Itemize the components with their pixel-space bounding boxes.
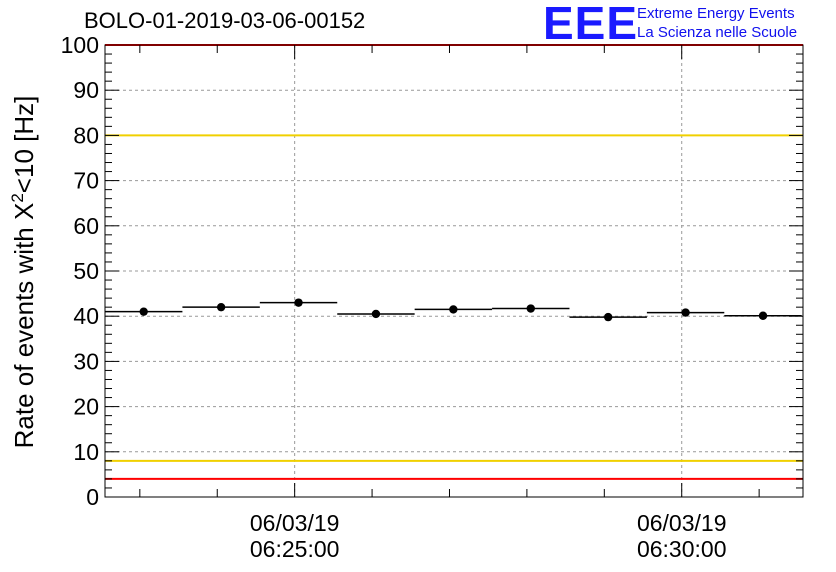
point-marker bbox=[216, 302, 226, 312]
y-tick-label: 90 bbox=[73, 77, 99, 103]
chart-title: BOLO-01-2019-03-06-00152 bbox=[84, 8, 366, 33]
point-marker bbox=[294, 298, 303, 307]
point-marker bbox=[758, 311, 768, 320]
data-point bbox=[259, 298, 338, 307]
grid bbox=[105, 45, 803, 497]
data-point bbox=[646, 308, 725, 317]
y-axis-label-suffix: <10 [Hz] bbox=[9, 96, 39, 194]
data-point bbox=[414, 305, 493, 314]
y-tick-label: 30 bbox=[73, 348, 99, 374]
x-tick-label-time: 06:25:00 bbox=[250, 536, 340, 562]
data-points bbox=[105, 298, 802, 322]
y-tick-label: 0 bbox=[86, 484, 99, 510]
x-tick-label-date: 06/03/19 bbox=[637, 510, 727, 536]
y-tick-label: 20 bbox=[73, 394, 99, 420]
y-tick-label: 60 bbox=[73, 213, 99, 239]
x-tick-label-date: 06/03/19 bbox=[250, 510, 340, 536]
axis-ticks bbox=[105, 44, 803, 498]
point-marker bbox=[371, 309, 381, 319]
data-point bbox=[569, 312, 647, 322]
y-tick-label: 40 bbox=[73, 303, 99, 329]
point-marker bbox=[526, 304, 535, 313]
data-point bbox=[105, 307, 183, 316]
data-point bbox=[492, 304, 570, 313]
point-marker bbox=[681, 308, 690, 317]
logo-line-1: Extreme Energy Events bbox=[637, 5, 795, 22]
plot-frame bbox=[104, 44, 804, 498]
eee-logo: EEE bbox=[543, 0, 639, 49]
y-tick-label: 70 bbox=[73, 168, 99, 194]
point-marker bbox=[449, 305, 458, 314]
y-tick-label: 10 bbox=[73, 439, 99, 465]
reference-lines bbox=[105, 44, 803, 480]
y-axis-label: Rate of events with X2<10 [Hz] bbox=[8, 96, 39, 449]
eee-logo-text: Extreme Energy Events La Scienza nelle S… bbox=[637, 4, 797, 42]
point-marker bbox=[139, 307, 148, 316]
y-tick-label: 50 bbox=[73, 258, 99, 284]
y-tick-label: 80 bbox=[73, 122, 99, 148]
y-tick-label: 100 bbox=[61, 32, 99, 58]
x-tick-label-time: 06:30:00 bbox=[637, 536, 727, 562]
y-axis-label-superscript: 2 bbox=[8, 193, 27, 202]
data-point bbox=[182, 302, 260, 312]
data-point bbox=[337, 309, 415, 319]
data-point bbox=[724, 311, 802, 320]
y-tick-labels: 0 10 20 30 40 50 60 70 80 90 100 bbox=[61, 32, 99, 510]
y-axis-label-prefix: Rate of events with X bbox=[9, 203, 39, 449]
logo-line-2: La Scienza nelle Scuole bbox=[637, 24, 798, 41]
point-marker bbox=[603, 312, 613, 322]
